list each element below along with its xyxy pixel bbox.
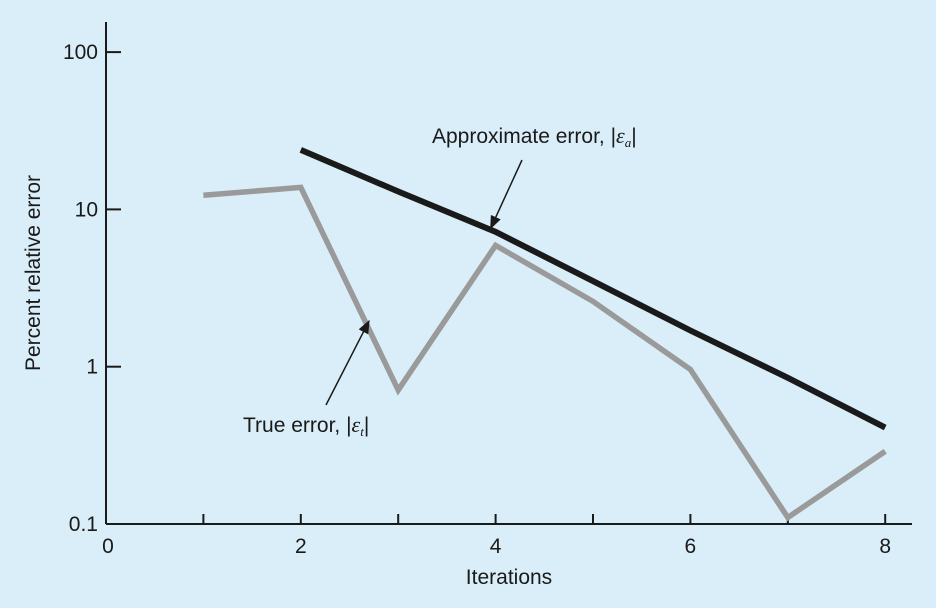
y-tick-label: 1 <box>86 356 98 379</box>
y-axis-label: Percent relative error <box>22 175 45 371</box>
y-tick-label: 100 <box>63 41 98 64</box>
true-error-arrow <box>325 319 370 406</box>
annotations: Approximate error, |εa| True error, |εt| <box>243 123 637 439</box>
approximate-error-annotation: Approximate error, |εa| <box>432 123 637 150</box>
true-error-point <box>494 243 498 247</box>
approximate-error-arrow <box>490 159 523 230</box>
data-series <box>201 147 887 522</box>
approximate-error-point <box>396 189 400 193</box>
y-tick-label: 0.1 <box>69 513 98 536</box>
true-error-point <box>201 193 205 197</box>
approximate-error-line <box>299 147 887 431</box>
x-tick-label: 8 <box>879 535 891 558</box>
approximate-error-point <box>299 148 303 152</box>
true-error-annotation: True error, |εt| <box>243 412 369 439</box>
x-axis-label: Iterations <box>466 566 552 589</box>
approximate-error-point <box>688 328 692 332</box>
approximate-error-point <box>786 376 790 380</box>
true-error-point <box>299 185 303 189</box>
x-tick-label: 2 <box>295 535 307 558</box>
approximate-error-point <box>883 426 887 430</box>
y-tick-label: 10 <box>75 198 98 221</box>
approximate-error-point <box>494 230 498 234</box>
x-tick-label: 0 <box>102 535 114 558</box>
axis-ticks: 0 2 4 6 8 0.1 1 10 100 <box>63 41 891 558</box>
true-error-point <box>883 449 887 453</box>
true-error-point <box>591 299 595 303</box>
true-error-point <box>396 388 400 392</box>
true-error-point <box>688 367 692 371</box>
chart-axes <box>105 22 912 525</box>
x-tick-label: 4 <box>490 535 502 558</box>
x-tick-label: 6 <box>685 535 697 558</box>
approximate-error-point <box>591 279 595 283</box>
true-error-line <box>203 184 887 522</box>
true-error-point <box>786 515 790 519</box>
